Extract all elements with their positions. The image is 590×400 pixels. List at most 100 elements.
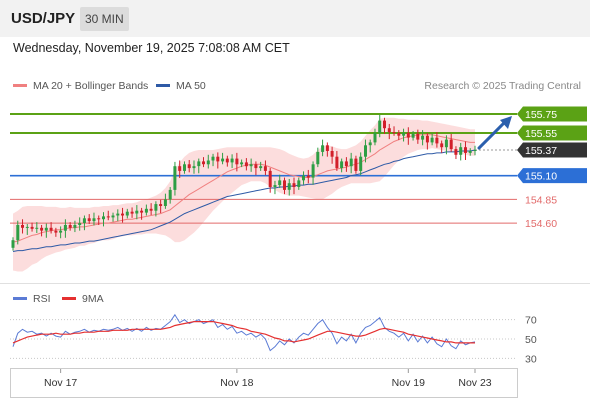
candle-body	[11, 240, 15, 248]
candle-body	[216, 156, 220, 162]
level-label-155.37: 155.37	[525, 145, 557, 157]
candle-body	[373, 132, 377, 143]
rsi-ma-legend-swatch	[62, 296, 76, 300]
candle-body	[178, 166, 182, 171]
candle-body	[473, 150, 477, 151]
candle-body	[397, 132, 401, 136]
candle-body	[135, 210, 139, 214]
candle-body	[197, 161, 201, 167]
rsi-panel: 70 50 30	[10, 313, 537, 365]
candle-body	[259, 166, 263, 169]
candle-body	[87, 218, 91, 222]
timeframe-badge[interactable]: 30 MIN	[80, 7, 129, 31]
candle-body	[263, 166, 267, 171]
ma50-legend-swatch	[156, 83, 170, 87]
source-credit: Research © 2025 Trading Central	[424, 80, 581, 92]
ma20-legend-swatch	[13, 83, 27, 87]
ma50-legend-label: MA 50	[176, 80, 206, 92]
candle-body	[235, 158, 239, 165]
forecast-arrow	[477, 120, 507, 150]
forecast-arrow-head	[500, 115, 512, 129]
candle-body	[173, 166, 177, 190]
candle-body	[392, 132, 396, 133]
candle-body	[159, 204, 163, 206]
candle-body	[411, 133, 415, 138]
candle-body	[206, 160, 210, 165]
candle-body	[121, 213, 124, 216]
candle-body	[149, 208, 153, 211]
candle-body	[35, 227, 39, 229]
candle-body	[349, 158, 353, 167]
candle-body	[249, 164, 253, 167]
level-tag-155.55	[517, 125, 587, 141]
rsi-tick-50: 50	[525, 334, 537, 346]
time-label-nov-18: Nov 18	[220, 377, 253, 389]
level-tag-155.75	[517, 106, 587, 122]
candle-body	[244, 162, 248, 167]
rsi-ma-legend-label: 9MA	[82, 293, 104, 305]
time-label-nov-23: Nov 23	[458, 377, 491, 389]
candle-body	[44, 227, 48, 231]
candle-body	[425, 135, 429, 143]
timestamp: Wednesday, November 19, 2025 7:08:08 AM …	[13, 41, 290, 55]
legend-rsi-ma: 9MA	[62, 293, 104, 305]
candle-body	[40, 227, 44, 231]
candle-body	[316, 151, 320, 165]
candle-body	[116, 213, 120, 216]
candle-body	[459, 147, 463, 155]
candle-body	[154, 204, 158, 211]
candle-body	[225, 158, 229, 163]
candle-body	[416, 133, 420, 140]
candle-body	[82, 218, 86, 223]
candle-body	[297, 180, 301, 187]
candle-body	[78, 223, 82, 225]
candle-body	[102, 216, 105, 220]
legend-rsi: RSI	[13, 293, 51, 305]
candle-body	[330, 151, 334, 157]
candle-body	[368, 142, 372, 146]
candle-body	[68, 225, 72, 228]
candle-body	[240, 162, 244, 165]
candle-body	[106, 216, 110, 218]
rsi-ma-line	[12, 321, 475, 344]
rsi-tick-30: 30	[525, 353, 537, 365]
candle-body	[321, 145, 325, 152]
candle-body	[130, 211, 134, 214]
candle-body	[73, 225, 77, 228]
candle-body	[140, 210, 144, 213]
candle-body	[387, 128, 391, 132]
ma20-line	[12, 134, 475, 243]
candle-body	[421, 135, 425, 140]
candle-body	[21, 225, 24, 228]
candle-body	[454, 149, 458, 155]
candle-body	[364, 145, 367, 157]
bollinger-band-area	[13, 117, 475, 272]
candle-body	[230, 158, 234, 163]
candle-body	[278, 180, 282, 186]
legend-ma50: MA 50	[156, 80, 206, 92]
candle-body	[302, 175, 305, 181]
time-label-nov-17: Nov 17	[44, 377, 77, 389]
ma50-line	[12, 149, 476, 252]
level-label-155.75: 155.75	[525, 109, 557, 121]
candle-body	[30, 226, 34, 229]
candle-body	[335, 156, 339, 169]
candle-body	[221, 158, 225, 162]
candle-body	[378, 120, 382, 133]
legend-ma20: MA 20 + Bollinger Bands	[13, 80, 148, 92]
candle-body	[468, 151, 472, 153]
candle-body	[92, 218, 96, 222]
price-panel: 155.75 155.55 155.37 155.10 154.85 154.60	[10, 106, 587, 272]
level-label-154.60: 154.60	[525, 218, 557, 230]
candle-body	[63, 225, 67, 231]
rsi-legend-swatch	[13, 296, 27, 300]
candle-body	[430, 137, 434, 143]
candle-body	[444, 139, 448, 148]
candle-body	[59, 230, 63, 233]
level-label-154.85: 154.85	[525, 194, 557, 206]
candle-body	[283, 180, 286, 190]
candle-body	[383, 120, 386, 129]
level-tag-155.10	[517, 168, 587, 184]
candle-body	[187, 164, 191, 169]
